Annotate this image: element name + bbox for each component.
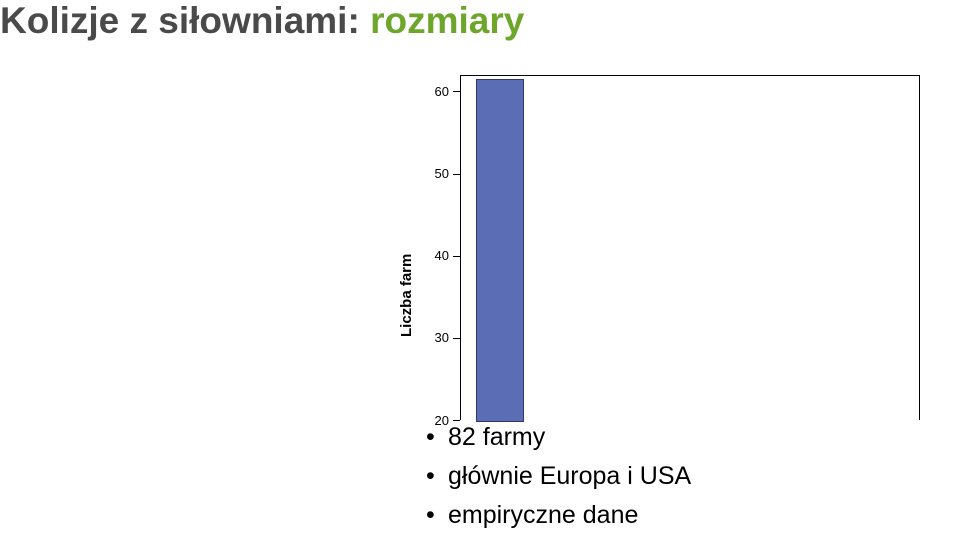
bar bbox=[476, 79, 524, 422]
plot-top-border bbox=[460, 75, 920, 76]
bullet-item: 82 farmy bbox=[420, 418, 691, 457]
bullet-ul: 82 farmygłównie Europa i USAempiryczne d… bbox=[420, 418, 691, 534]
y-tick-label: 50 bbox=[419, 166, 449, 181]
y-axis-label: Liczba farm bbox=[398, 253, 415, 336]
y-tick-label: 30 bbox=[419, 330, 449, 345]
bullet-list: 82 farmygłównie Europa i USAempiryczne d… bbox=[420, 418, 691, 534]
y-tick bbox=[453, 338, 460, 339]
y-tick-label: 40 bbox=[419, 248, 449, 263]
plot-right-border bbox=[919, 75, 920, 420]
y-tick bbox=[453, 256, 460, 257]
title-part2: rozmiary bbox=[370, 0, 524, 41]
y-tick bbox=[453, 174, 460, 175]
y-tick-label: 60 bbox=[419, 84, 449, 99]
bullet-item: empiryczne dane bbox=[420, 496, 691, 534]
title-part1: Kolizje z siłowniami: bbox=[0, 0, 370, 41]
page-title: Kolizje z siłowniami: rozmiary bbox=[0, 0, 524, 42]
y-tick bbox=[453, 91, 460, 92]
bullet-item: głównie Europa i USA bbox=[420, 457, 691, 496]
y-axis-line bbox=[460, 75, 461, 420]
bar-chart: 2030405060Liczba farm bbox=[390, 74, 920, 420]
